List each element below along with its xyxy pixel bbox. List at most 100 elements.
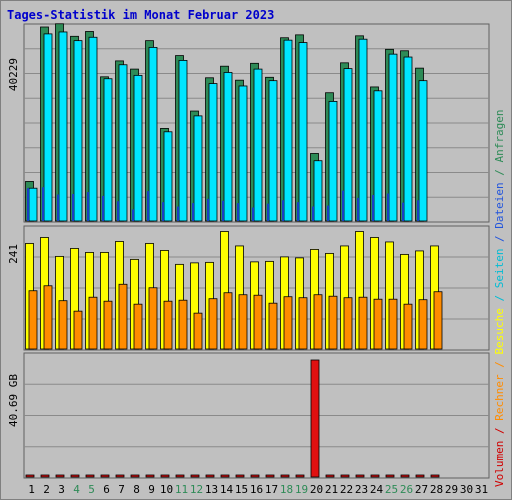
bar-seiten-day-19 xyxy=(298,42,308,222)
bar-seiten-day-22 xyxy=(343,68,353,222)
bar-dateien-day-12 xyxy=(192,203,194,221)
x-tick-16: 16 xyxy=(250,483,263,496)
bar-seiten-day-5 xyxy=(88,36,98,222)
bar-rechner-day-20 xyxy=(313,294,323,350)
bar-volumen-day-26 xyxy=(400,474,410,478)
bar-dateien-day-19 xyxy=(297,202,299,221)
bar-volumen-day-28 xyxy=(430,474,440,478)
x-tick-9: 9 xyxy=(148,483,155,496)
legend-item-0: Volumen xyxy=(493,441,506,487)
bar-seiten-day-8 xyxy=(133,74,143,222)
bar-volumen-day-14 xyxy=(220,474,230,478)
bar-rechner-day-8 xyxy=(133,303,143,350)
chart-title: Tages-Statistik im Monat Februar 2023 xyxy=(7,8,274,22)
x-tick-18: 18 xyxy=(280,483,293,496)
x-tick-14: 14 xyxy=(220,483,234,496)
bar-dateien-day-5 xyxy=(87,192,89,221)
x-tick-1: 1 xyxy=(28,483,35,496)
bar-dateien-day-4 xyxy=(72,193,74,221)
bar-dateien-day-13 xyxy=(207,198,209,221)
bar-dateien-day-3 xyxy=(57,194,59,221)
legend-item-2: Rechner xyxy=(493,374,506,427)
bar-rechner-day-21 xyxy=(328,295,338,350)
legend-item-7: / xyxy=(493,235,506,248)
x-tick-29: 29 xyxy=(445,483,458,496)
x-tick-11: 11 xyxy=(175,483,188,496)
bar-dateien-day-7 xyxy=(117,201,119,221)
bar-volumen-day-13 xyxy=(205,474,215,478)
bar-rechner-day-5 xyxy=(88,296,98,350)
bar-dateien-day-21 xyxy=(327,205,329,221)
legend: Volumen / Rechner / Besuche / Seiten / D… xyxy=(493,109,506,487)
x-tick-4: 4 xyxy=(73,483,80,496)
bar-seiten-day-4 xyxy=(73,40,83,222)
bar-seiten-day-3 xyxy=(58,31,68,222)
bar-dateien-day-20 xyxy=(312,206,314,221)
bar-rechner-day-28 xyxy=(433,291,443,350)
bar-seiten-day-15 xyxy=(238,85,248,222)
x-tick-7: 7 xyxy=(118,483,125,496)
bar-volumen-day-10 xyxy=(160,474,170,478)
bar-rechner-day-27 xyxy=(418,299,428,350)
bar-seiten-day-1 xyxy=(28,187,38,222)
x-axis-ticks: 1 2 3 4 5 6 7 8 9 10 11 12 13 14 15 16 17 18 19 20 21 22 23 24 2… xyxy=(28,483,488,496)
bar-volumen-day-9 xyxy=(145,474,155,478)
panel-visits: 241 xyxy=(7,225,490,351)
bar-seiten-day-13 xyxy=(208,83,218,222)
bar-volumen-day-17 xyxy=(265,474,275,478)
x-tick-26: 26 xyxy=(400,483,413,496)
bar-volumen-day-19 xyxy=(295,474,305,478)
bar-rechner-day-14 xyxy=(223,292,233,350)
bar-dateien-day-14 xyxy=(222,200,224,221)
bar-volumen-day-24 xyxy=(370,474,380,478)
bar-seiten-day-24 xyxy=(373,90,383,222)
bar-volumen-day-23 xyxy=(355,474,365,478)
bar-dateien-day-8 xyxy=(132,209,134,221)
bar-volumen-day-7 xyxy=(115,474,125,478)
bar-dateien-day-26 xyxy=(402,202,404,221)
bar-volumen-day-27 xyxy=(415,474,425,478)
y-label-visits: 241 xyxy=(7,244,20,264)
bar-volumen-day-1 xyxy=(25,474,35,478)
legend-item-4: Besuche xyxy=(493,308,506,361)
bar-rechner-day-11 xyxy=(178,299,188,350)
bar-dateien-day-18 xyxy=(282,200,284,221)
bar-volumen-day-21 xyxy=(325,474,335,478)
legend-item-6: Seiten xyxy=(493,249,506,295)
bar-rechner-day-3 xyxy=(58,300,68,350)
bar-dateien-day-25 xyxy=(387,193,389,221)
bar-dateien-day-23 xyxy=(357,197,359,221)
bar-seiten-day-6 xyxy=(103,78,113,222)
bar-dateien-day-1 xyxy=(27,188,29,221)
bar-seiten-day-9 xyxy=(148,46,158,222)
x-tick-5: 5 xyxy=(88,483,95,496)
bar-volumen-day-11 xyxy=(175,474,185,478)
bar-seiten-day-16 xyxy=(253,68,263,222)
x-tick-27: 27 xyxy=(415,483,428,496)
bar-seiten-day-14 xyxy=(223,72,233,222)
bar-seiten-day-11 xyxy=(178,60,188,222)
bar-dateien-day-10 xyxy=(162,202,164,221)
bar-rechner-day-24 xyxy=(373,298,383,350)
legend-item-3: / xyxy=(493,361,506,374)
bar-seiten-day-12 xyxy=(193,115,203,222)
bar-seiten-day-23 xyxy=(358,38,368,222)
x-tick-19: 19 xyxy=(295,483,308,496)
x-tick-3: 3 xyxy=(58,483,65,496)
bar-dateien-day-16 xyxy=(252,207,254,221)
legend-item-5: / xyxy=(493,295,506,308)
panel-hits: 40229 xyxy=(7,23,490,223)
bar-rechner-day-9 xyxy=(148,287,158,350)
bar-dateien-day-15 xyxy=(237,203,239,221)
legend-item-1: / xyxy=(493,427,506,440)
legend-item-8: Dateien xyxy=(493,182,506,235)
bar-seiten-day-21 xyxy=(328,101,338,222)
bar-dateien-day-24 xyxy=(372,194,374,221)
bar-volumen-day-16 xyxy=(250,474,260,478)
bar-seiten-day-2 xyxy=(43,33,53,222)
bar-seiten-day-20 xyxy=(313,160,323,222)
x-tick-23: 23 xyxy=(355,483,368,496)
bar-seiten-day-10 xyxy=(163,131,173,222)
bar-volumen-day-20 xyxy=(310,359,320,478)
x-tick-31: 31 xyxy=(475,483,488,496)
